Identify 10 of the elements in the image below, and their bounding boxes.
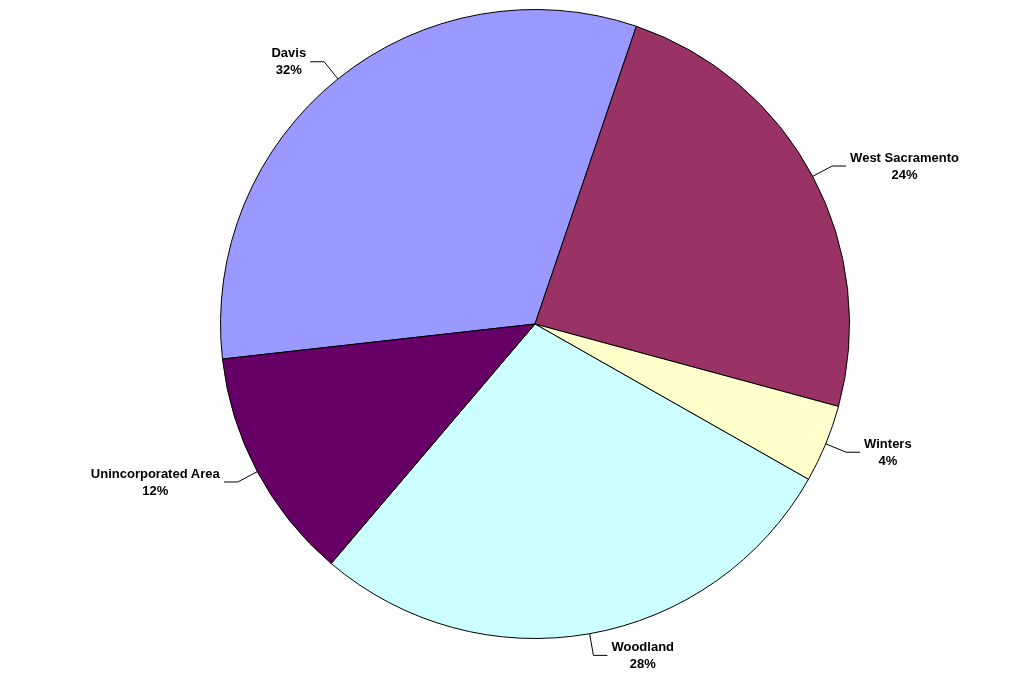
slice-label: Unincorporated Area xyxy=(90,465,221,481)
slice-label: Woodland xyxy=(611,638,675,654)
data-label: 32% xyxy=(275,62,303,78)
data-label: 28% xyxy=(629,655,657,671)
slice-label: Davis xyxy=(271,45,307,61)
slice-label: Winters xyxy=(864,435,912,451)
data-label: 4% xyxy=(878,452,898,468)
slice-label: West Sacramento xyxy=(850,149,960,165)
data-label: 24% xyxy=(891,166,918,182)
data-label: 12% xyxy=(142,482,169,498)
